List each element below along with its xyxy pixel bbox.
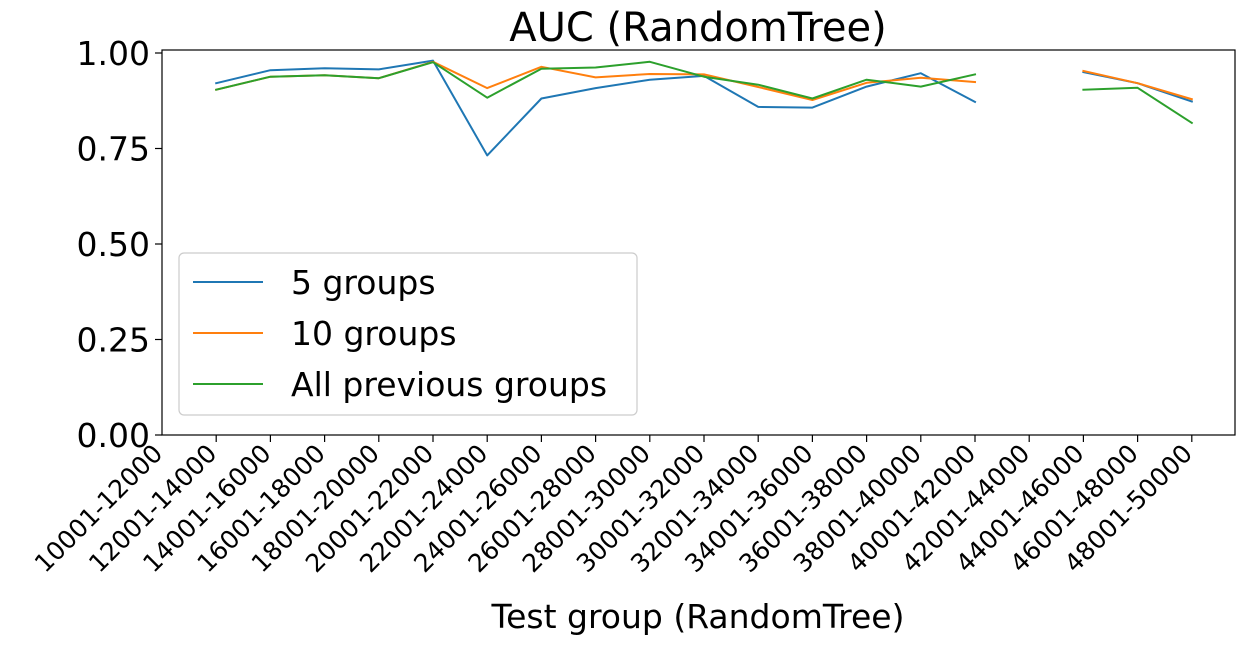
series-line-2 xyxy=(1082,69,1194,101)
legend-label-1: 5 groups xyxy=(291,263,436,302)
chart-title: AUC (RandomTree) xyxy=(509,5,886,51)
series-line-3 xyxy=(214,60,977,100)
y-tick-label: 0.00 xyxy=(77,416,150,455)
y-tick-label: 0.50 xyxy=(77,225,150,264)
series-line-1 xyxy=(1082,70,1194,103)
series-lines xyxy=(214,59,1194,157)
y-tick-label: 0.25 xyxy=(77,321,150,360)
y-tick-label: 1.00 xyxy=(77,34,150,73)
legend: 5 groups 10 groups All previous groups xyxy=(178,252,638,416)
legend-label-3: All previous groups xyxy=(291,365,607,404)
y-axis: 0.00 0.25 0.50 0.75 1.00 xyxy=(77,34,162,455)
x-axis: 10001-1200012001-1400014001-1600016001-1… xyxy=(29,435,1198,578)
plot-frame xyxy=(161,49,1236,436)
x-axis-label: Test group (RandomTree) xyxy=(491,597,905,636)
legend-label-2: 10 groups xyxy=(291,314,457,353)
legend-frame xyxy=(178,252,638,416)
series-line-1 xyxy=(214,59,977,157)
y-tick-label: 0.75 xyxy=(77,130,150,169)
plot-area xyxy=(161,49,1236,436)
series-line-3 xyxy=(1082,86,1194,125)
